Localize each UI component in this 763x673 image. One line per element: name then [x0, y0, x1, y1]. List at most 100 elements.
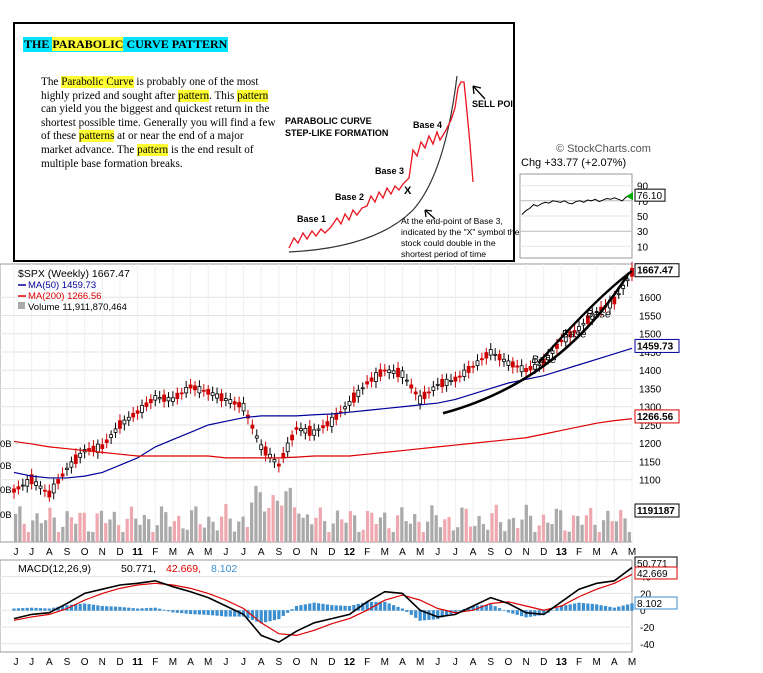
inset-note: At the end-point of Base 3, indicated by…	[401, 216, 520, 259]
volume-bar	[52, 517, 56, 542]
macd-y-tick: 20	[640, 589, 652, 600]
candle-body	[47, 490, 52, 498]
macd-histogram-bar	[268, 610, 272, 622]
inset-title-highlight: PARABOLIC	[52, 37, 124, 51]
rsi-y-tick: 50	[637, 212, 649, 223]
candle-body	[303, 428, 308, 434]
x-axis-label-bottom: J	[435, 657, 440, 668]
x-axis-label: M	[204, 547, 212, 558]
candle-body	[259, 444, 264, 450]
volume-bar	[365, 510, 370, 542]
candle-body	[162, 394, 166, 402]
macd-histogram-bar	[255, 610, 259, 622]
volume-bar	[86, 531, 91, 542]
candle-body	[351, 392, 356, 403]
x-axis-label: J	[453, 547, 458, 558]
candle-body	[290, 434, 295, 441]
macd-histogram-bar	[321, 603, 325, 611]
inset-title-post: CURVE PATTERN	[123, 37, 228, 51]
x-axis-label: O	[81, 547, 89, 558]
volume-bar	[134, 518, 138, 542]
volume-bar	[327, 532, 331, 542]
parabolic-curve-upper	[537, 269, 633, 364]
rsi-y-tick: 90	[637, 182, 649, 193]
candle-body	[413, 391, 418, 395]
candle-body	[400, 370, 405, 378]
volume-bar	[280, 505, 284, 542]
price-panel: 1600 1550 1500 1450 1400 1350 1300 1250 1200 1150…	[0, 261, 680, 558]
volume-bar	[426, 521, 430, 542]
candle-body	[374, 372, 378, 382]
candle-body	[621, 285, 626, 289]
volume-bar	[473, 525, 477, 542]
macd-histogram-bar	[171, 610, 175, 613]
candle-body	[594, 311, 599, 313]
macd-legend-title: MACD(12,26,9)	[18, 563, 91, 575]
candle-body	[431, 386, 436, 391]
volume-bar	[14, 514, 18, 542]
volume-bar	[404, 521, 408, 542]
macd-histogram-bar	[559, 606, 563, 611]
candle-body	[462, 369, 467, 377]
candle-body	[206, 389, 211, 395]
macd-histogram-bar	[555, 608, 559, 611]
x-axis-label: J	[435, 547, 440, 558]
macd-histogram-bar	[568, 604, 572, 611]
x-axis-label: A	[470, 547, 477, 558]
candle-body	[325, 421, 330, 427]
x-axis-label-bottom: F	[152, 657, 158, 668]
x-axis-label: 12	[344, 547, 356, 558]
candle-body	[237, 402, 242, 408]
candle-body	[219, 393, 224, 402]
x-axis-label-bottom: O	[293, 657, 301, 668]
macd-histogram-bar	[136, 608, 140, 611]
volume-bar	[460, 507, 464, 542]
candle-body	[29, 474, 34, 485]
macd-y-tick: -40	[640, 640, 655, 651]
x-axis-label-bottom: M	[416, 657, 424, 668]
diagram-x-mark: X	[404, 185, 412, 197]
volume-bar	[108, 519, 112, 542]
candle-body	[25, 479, 30, 487]
macd-histogram-bar	[264, 610, 268, 623]
macd-histogram-bar	[96, 605, 100, 611]
price-frame	[0, 263, 633, 543]
candle-body	[131, 412, 136, 418]
diagram-title-2: STEP-LIKE FORMATION	[285, 128, 388, 138]
candle-body	[210, 392, 215, 396]
macd-histogram-bar	[78, 603, 82, 611]
x-axis-label-bottom: N	[311, 657, 318, 668]
volume-bar	[571, 515, 576, 542]
x-axis-label-bottom: F	[576, 657, 582, 668]
macd-histogram-bar	[630, 603, 634, 611]
candle-body	[427, 391, 431, 394]
volume-bar	[211, 521, 215, 542]
volume-bar	[194, 506, 198, 542]
inset-body-text: The Parabolic Curve is probably one of t…	[41, 76, 276, 171]
volume-bar	[378, 517, 383, 542]
volume-bar	[606, 510, 610, 542]
macd-histogram-bar	[436, 610, 440, 620]
candle-body	[497, 354, 502, 361]
x-axis-label-bottom: N	[99, 657, 106, 668]
candle-body	[250, 424, 255, 429]
body-text: . This	[209, 89, 238, 102]
x-axis-label-bottom: A	[399, 657, 406, 668]
candle-body	[228, 399, 233, 404]
volume-bar	[576, 516, 580, 542]
volume-bar	[421, 532, 425, 542]
macd-histogram-bar	[303, 604, 307, 611]
macd-histogram-bar	[162, 609, 166, 611]
macd-histogram-bar	[83, 603, 87, 611]
hist-value-box-frame	[634, 596, 678, 610]
volume-bar	[245, 526, 249, 542]
candle-body	[307, 425, 312, 436]
macd-histogram-bar	[352, 604, 356, 611]
volume-bar	[447, 517, 451, 542]
price-y-tick: 1300	[639, 403, 662, 414]
volume-bar	[580, 524, 584, 542]
macd-histogram-bar	[511, 610, 515, 614]
volume-bar	[159, 506, 164, 542]
candle-body	[510, 361, 515, 368]
volume-bar	[395, 515, 400, 542]
